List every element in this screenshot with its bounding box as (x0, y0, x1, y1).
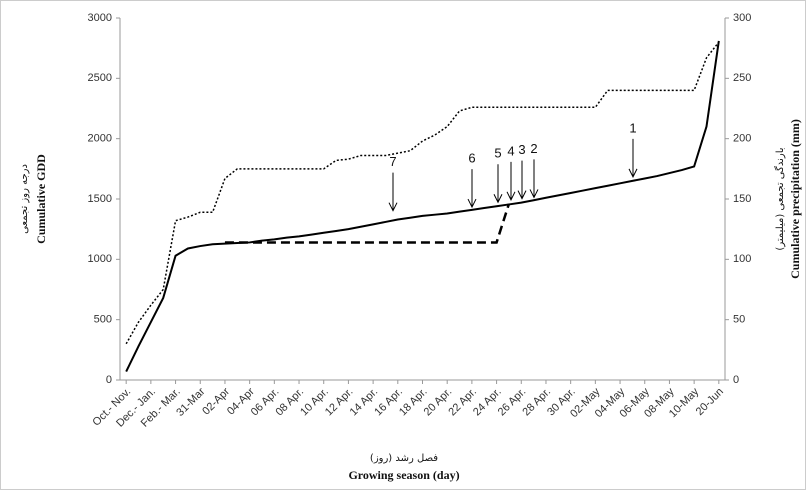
annotation-label: 4 (507, 143, 514, 158)
x-axis-title: Growing season (day) (348, 468, 459, 482)
y2-tick-label: 300 (733, 12, 751, 24)
annotation-arrowhead (388, 202, 398, 212)
series-line (125, 41, 720, 345)
y-axis-title: Cumulative GDD (34, 154, 48, 244)
y-tick-label: 2000 (88, 133, 112, 145)
annotation-label: 5 (494, 146, 501, 161)
annotation-label: 2 (530, 141, 537, 156)
series-line (224, 203, 511, 244)
y2-tick-label: 150 (733, 193, 751, 205)
y-tick-label: 1500 (88, 193, 112, 205)
y-tick-label: 1000 (88, 253, 112, 265)
y2-tick-label: 100 (733, 253, 751, 265)
annotation-label: 1 (629, 120, 636, 135)
annotation-arrowhead (529, 189, 539, 199)
y-tick-label: 3000 (88, 12, 112, 24)
annotation-arrowhead (467, 198, 477, 209)
annotation-label: 6 (468, 151, 475, 166)
annotation-arrowhead (493, 194, 503, 204)
y-axis-title-fa: درجه روز تجمعی (19, 164, 30, 234)
y2-tick-label: 0 (733, 374, 739, 386)
y-tick-label: 0 (106, 374, 112, 386)
annotation-label: 7 (389, 154, 396, 169)
y-tick-label: 500 (94, 314, 112, 326)
y2-tick-label: 200 (733, 133, 751, 145)
x-axis-title-fa: فصل رشد (روز) (370, 453, 438, 464)
y-tick-label: 2500 (88, 72, 112, 84)
annotation-arrowhead (517, 190, 527, 200)
y2-axis-title-fa: بارندگی تجمعی (میلیمتر) (774, 147, 786, 250)
y2-tick-label: 250 (733, 72, 751, 84)
annotation-label: 3 (518, 142, 525, 157)
y2-axis-title: Cumulative precipitation (mm) (788, 119, 802, 279)
annotation-arrowhead (628, 168, 638, 179)
y2-tick-label: 50 (733, 314, 745, 326)
annotation-arrowhead (506, 191, 516, 201)
